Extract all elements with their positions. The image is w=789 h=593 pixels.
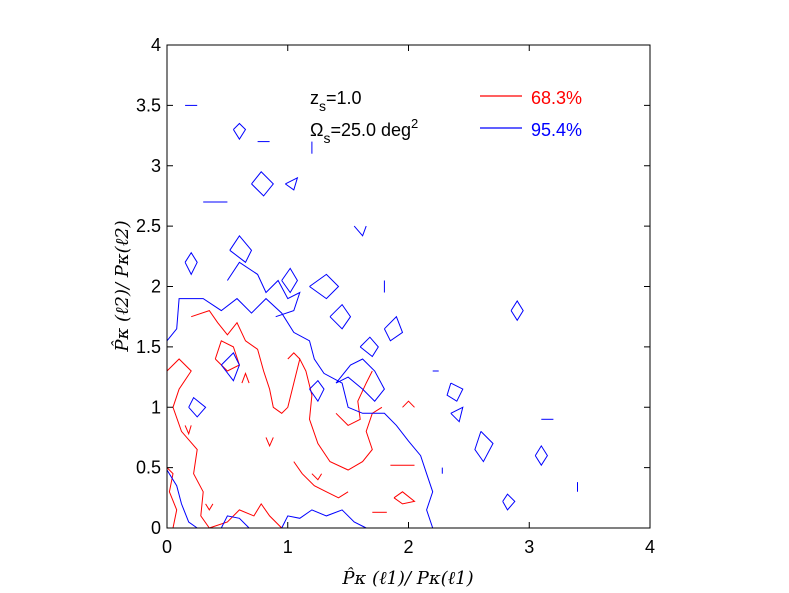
- x-tick-label-2: 2: [403, 537, 413, 557]
- contour-95-0: [166, 297, 434, 529]
- contour-95-11: [329, 303, 352, 330]
- contour-95-12: [383, 315, 404, 342]
- x-axis-label: P̂κ (ℓ1)/ Pκ(ℓ1): [341, 567, 473, 589]
- x-tick-label-3: 3: [524, 537, 534, 557]
- contour-68-9: [265, 437, 274, 448]
- y-tick-label-4: 2: [151, 277, 161, 297]
- y-tick-label-7: 3.5: [136, 95, 161, 115]
- contour-95-24: [285, 176, 299, 191]
- y-tick-label-0: 0: [151, 518, 161, 538]
- contour-68-1: [166, 358, 210, 529]
- contour-95-16: [502, 493, 516, 511]
- contour-68-8: [241, 371, 250, 384]
- contour-95-20: [232, 122, 247, 141]
- contour-68-4: [293, 461, 349, 499]
- contour-95-4: [335, 358, 385, 402]
- y-tick-label-2: 1: [151, 397, 161, 417]
- contour-95-7: [226, 261, 301, 318]
- contour-68-16: [205, 503, 214, 511]
- contour-95-17: [534, 444, 548, 467]
- y-tick-label-8: 4: [151, 35, 161, 55]
- contour-95-8: [309, 273, 340, 300]
- redshift-annotation: zs=1.0: [310, 88, 362, 114]
- contour-95-3: [281, 509, 367, 529]
- y-axis-label: P̂κ (ℓ2)/ Pκ(ℓ2): [111, 220, 133, 352]
- contour-68-3: [191, 310, 383, 471]
- contour-68-12: [402, 400, 415, 408]
- legend: 68.3% 95.4%: [480, 88, 582, 140]
- x-tick-label-1: 1: [283, 537, 293, 557]
- y-tick-label-3: 1.5: [136, 337, 161, 357]
- contour-95-26: [353, 225, 367, 237]
- x-tick-label-0: 0: [162, 537, 172, 557]
- contour-95-9: [229, 234, 253, 264]
- contour-68-2: [209, 502, 283, 529]
- contour-lines: [166, 104, 578, 529]
- contour-95-23: [251, 171, 274, 197]
- contour-95-30: [309, 379, 325, 403]
- contour-95-28: [359, 336, 379, 358]
- contour-68-7: [287, 352, 301, 360]
- legend-label-68: 68.3%: [531, 88, 582, 108]
- axis-ticks: 0 1 2 3 4 0 0.5 1 1.5 2 2.5 3 3.5 4: [136, 35, 655, 557]
- area-annotation: Ωs=25.0 deg2: [310, 116, 418, 146]
- contour-95-18: [510, 300, 524, 322]
- contour-95-10: [281, 267, 298, 294]
- y-tick-label-5: 2.5: [136, 216, 161, 236]
- contour-95-2: [220, 515, 250, 529]
- contour-95-13: [446, 382, 464, 402]
- contour-95-6: [188, 396, 207, 418]
- contour-95-14: [450, 406, 464, 423]
- contour-95-5: [220, 352, 240, 382]
- x-tick-label-4: 4: [645, 537, 655, 557]
- contour-68-11: [184, 425, 192, 436]
- contour-68-14: [393, 491, 416, 505]
- contour-95-1: [166, 469, 198, 529]
- contour-68-6: [214, 340, 241, 372]
- contour-68-0: [166, 467, 178, 529]
- legend-label-95: 95.4%: [531, 120, 582, 140]
- contour-95-29: [184, 251, 198, 276]
- contour-68-10: [311, 473, 323, 481]
- plot-background: [167, 45, 650, 528]
- contour-68-5: [335, 370, 373, 427]
- contour-95-15: [474, 431, 494, 463]
- y-tick-label-6: 3: [151, 156, 161, 176]
- y-tick-label-1: 0.5: [136, 458, 161, 478]
